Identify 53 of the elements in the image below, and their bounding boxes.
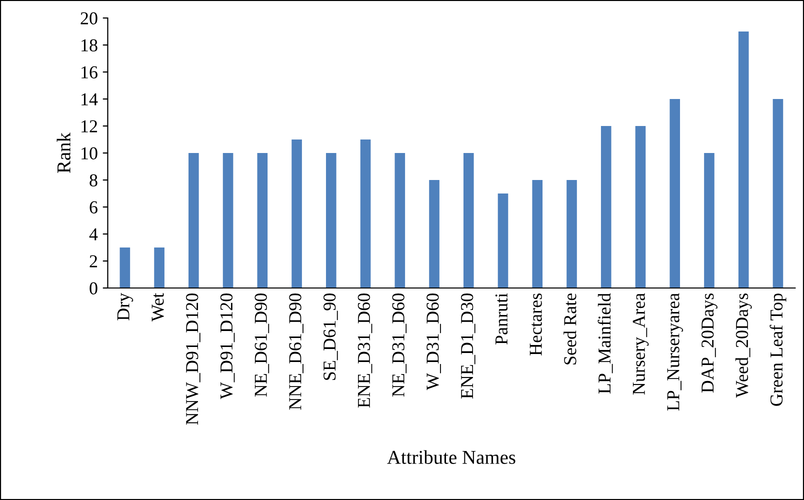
bar: [635, 126, 646, 288]
bar: [704, 153, 714, 288]
bar: [257, 153, 268, 288]
x-tick-label: NE_D31_D60: [392, 294, 407, 397]
x-tick-label: NNE_D61_D90: [289, 294, 304, 410]
x-tick-label: Panruti: [495, 293, 508, 344]
x-tick-label: Weed_20Days: [735, 294, 752, 398]
y-tick-label: 14: [82, 93, 98, 106]
bar: [670, 99, 680, 288]
x-tick-label: NE_D61_D90: [254, 294, 270, 397]
bar: [154, 248, 164, 288]
y-axis-title: Rank: [56, 132, 70, 173]
bar: [463, 153, 474, 288]
x-tick-label: SE_D61_90: [323, 294, 338, 380]
x-tick-label: Nursery_Area: [632, 293, 649, 395]
bar: [429, 180, 440, 288]
y-tick-label: 10: [82, 147, 98, 160]
bar: [360, 140, 371, 288]
x-tick-label: NNW_D91_D120: [186, 294, 200, 425]
bar: [292, 140, 302, 288]
bar: [326, 153, 336, 288]
y-tick-label: 8: [90, 174, 98, 186]
y-tick-label: 20: [80, 12, 98, 24]
x-tick-label: ENE_D1_D30: [460, 294, 476, 399]
y-tick-label: 12: [82, 120, 98, 132]
x-tick-label: W_D31_D60: [426, 294, 441, 390]
bar: [222, 153, 234, 288]
x-tick-label: W_D91_D120: [220, 294, 235, 400]
bar: [566, 180, 577, 288]
y-tick-label: 18: [82, 39, 98, 52]
y-tick-label: 0: [90, 282, 98, 294]
x-tick-label: Dry: [117, 292, 134, 320]
bar: [772, 99, 784, 288]
bar: [738, 32, 749, 288]
x-tick-label: Wet: [152, 292, 164, 322]
bar: [600, 126, 612, 288]
y-tick-label: 6: [90, 201, 98, 214]
y-tick-label: 2: [90, 255, 98, 268]
y-tick-label: 4: [89, 228, 98, 240]
x-tick-label: Seed Rate: [564, 293, 576, 364]
y-tick-label: 16: [82, 66, 98, 78]
bar: [498, 194, 508, 288]
x-tick-label: Hectares: [530, 294, 542, 356]
bar: [188, 153, 199, 288]
x-tick-label: Green Leaf Top: [770, 294, 786, 406]
bar: [394, 153, 406, 288]
bar: [120, 248, 130, 288]
bar: [532, 180, 543, 288]
x-tick-label: LP_Nurseryarea: [667, 293, 684, 411]
x-axis-title: Attribute Names: [387, 450, 516, 464]
x-tick-label: DAP_20Days: [702, 294, 718, 393]
x-tick-label: LP_Mainfield: [598, 293, 613, 394]
x-tick-label: ENE_D31_D60: [358, 294, 372, 408]
